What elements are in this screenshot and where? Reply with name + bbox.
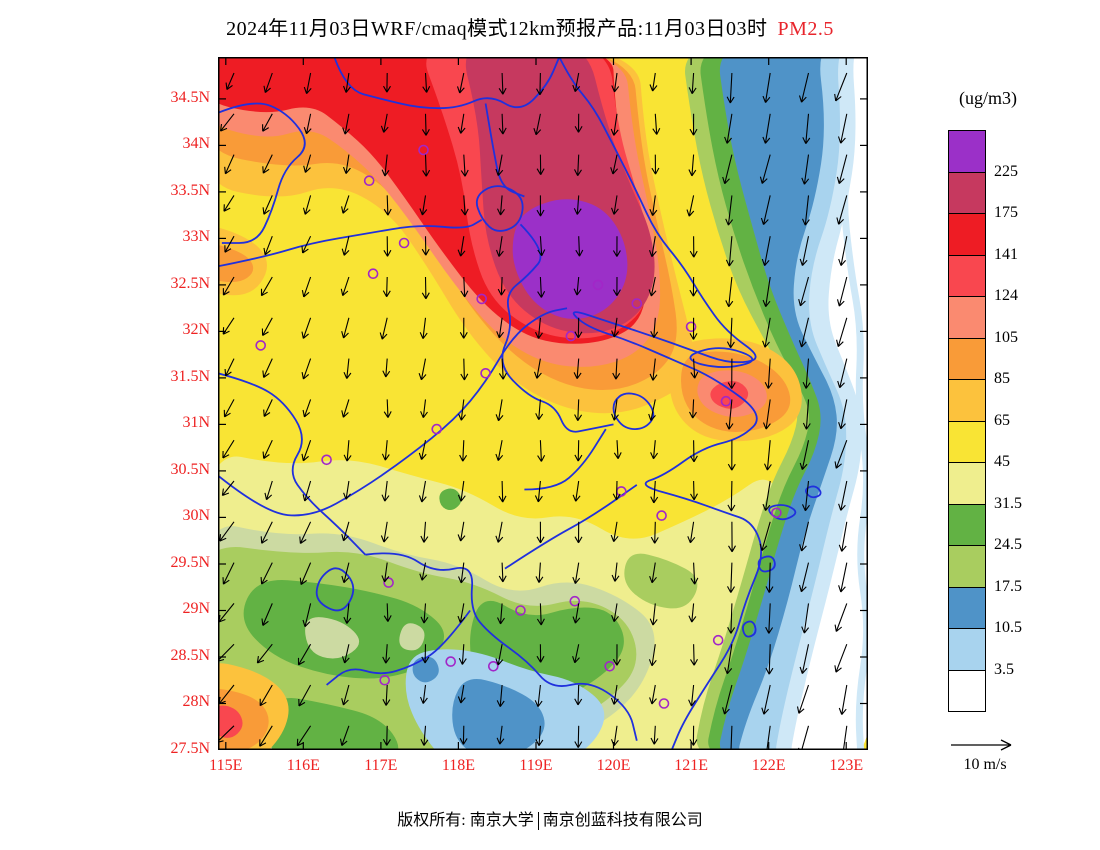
lon-label: 117E xyxy=(364,757,398,774)
title-main: 2024年11月03日WRF/cmaq模式12km预报产品:11月03日03时 xyxy=(226,18,768,40)
lat-label: 30N xyxy=(182,507,210,525)
legend-color-box xyxy=(948,669,986,712)
lat-label: 27.5N xyxy=(170,739,210,757)
lon-label: 118E xyxy=(441,757,476,774)
station-markers xyxy=(255,144,782,709)
legend-color-box xyxy=(948,337,986,380)
legend-value: 31.5 xyxy=(994,494,1022,512)
lon-label: 120E xyxy=(596,757,631,774)
province-borders xyxy=(218,57,822,750)
lat-label: 28N xyxy=(182,693,210,711)
lat-label: 31N xyxy=(182,414,210,432)
footer-company: 南京创蓝科技有限公司 xyxy=(542,812,703,829)
lon-label: 121E xyxy=(674,757,708,774)
legend-color-box xyxy=(948,254,986,297)
copyright-footer: 版权所有: 南京大学 南京创蓝科技有限公司 xyxy=(0,806,1100,831)
legend-value: 24.5 xyxy=(994,536,1022,553)
legend-color-box xyxy=(948,296,986,339)
legend-color-box xyxy=(948,171,986,214)
legend-color-box xyxy=(948,628,986,671)
lat-label: 30.5N xyxy=(170,460,210,478)
legend-color-box xyxy=(948,462,986,505)
legend-value: 45 xyxy=(994,453,1010,470)
lat-label: 32N xyxy=(182,321,210,339)
legend-value: 124 xyxy=(994,287,1018,304)
legend-color-box xyxy=(948,545,986,588)
wind-scale-arrow-icon xyxy=(951,739,1012,751)
legend-color-box xyxy=(948,586,986,629)
legend-value: 141 xyxy=(994,245,1018,263)
lon-label: 122E xyxy=(751,757,786,774)
legend-value: 17.5 xyxy=(994,577,1022,595)
footer-divider xyxy=(537,812,539,831)
lat-label: 29.5N xyxy=(170,553,210,571)
lon-label: 123E xyxy=(829,757,864,774)
forecast-map xyxy=(218,57,868,750)
legend-color-box xyxy=(948,420,986,463)
footer-owner: 版权所有: 南京大学 xyxy=(397,812,534,829)
lon-label: 119E xyxy=(519,757,553,774)
legend-value: 175 xyxy=(994,204,1018,221)
lat-label: 29N xyxy=(182,600,210,618)
legend-color-box xyxy=(948,379,986,422)
legend-value: 3.5 xyxy=(994,660,1014,678)
legend-value: 225 xyxy=(994,162,1018,180)
page-title: 2024年11月03日WRF/cmaq模式12km预报产品:11月03日03时 P… xyxy=(0,12,1060,41)
legend-value: 10.5 xyxy=(994,619,1022,636)
lat-label: 31.5N xyxy=(170,367,210,385)
legend-colorbar xyxy=(948,130,986,712)
legend-color-box xyxy=(948,130,986,173)
legend-color-box xyxy=(948,503,986,546)
lat-label: 33.5N xyxy=(170,181,210,199)
lat-label: 34N xyxy=(182,135,210,153)
lon-label: 115E xyxy=(209,757,243,774)
title-pollutant: PM2.5 xyxy=(777,18,834,40)
lat-label: 28.5N xyxy=(170,646,210,664)
legend-value: 65 xyxy=(994,411,1010,429)
legend-color-box xyxy=(948,213,986,256)
legend-value: 105 xyxy=(994,328,1018,346)
lat-label: 32.5N xyxy=(170,274,210,292)
wind-arrows xyxy=(218,72,848,750)
lat-label: 33N xyxy=(182,228,210,246)
wind-scale-label: 10 m/s xyxy=(963,756,1007,773)
lon-label: 116E xyxy=(286,757,320,774)
legend-value: 85 xyxy=(994,370,1010,387)
map-area xyxy=(218,57,868,750)
legend-units-label: (ug/m3) xyxy=(959,88,1017,108)
lat-label: 34.5N xyxy=(170,88,210,106)
